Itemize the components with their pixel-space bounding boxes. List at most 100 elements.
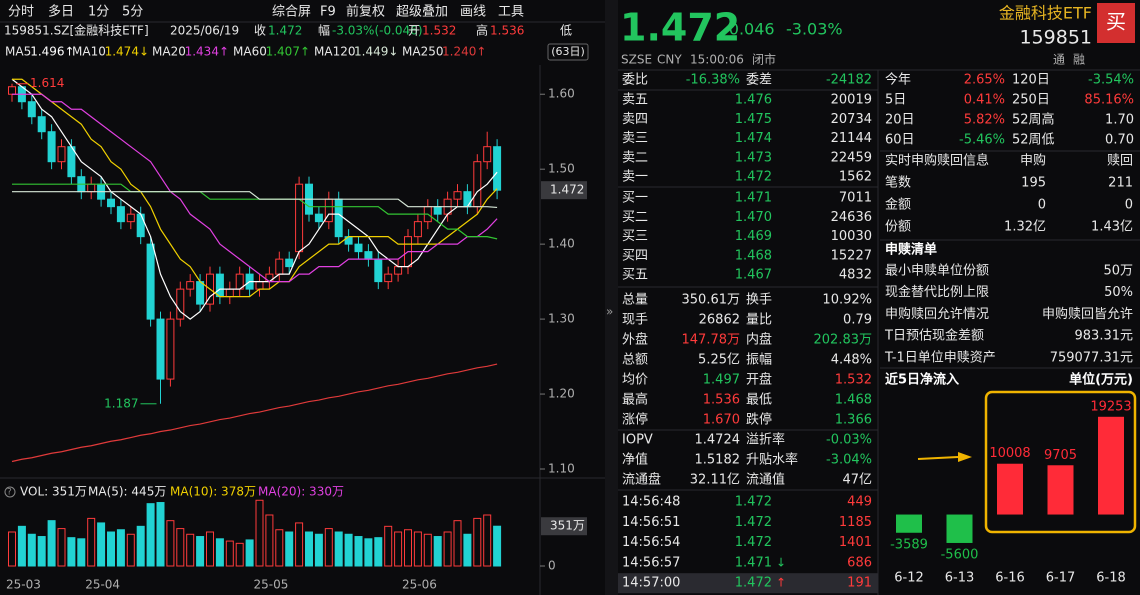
value: 1.536 [490,24,524,38]
buy-label[interactable]: 买 [1106,10,1126,34]
toolbar-item[interactable]: 分时 [8,5,34,20]
candle-body [314,213,323,223]
list-value: 759077.31元 [1050,350,1133,365]
volume-bar [344,533,353,567]
highlight-arrow [917,456,959,460]
list-label: T日预估现金差额 [884,328,984,344]
toolbar-item[interactable]: 画线 [460,5,486,20]
candle-body [334,198,343,238]
volume-bar [364,538,373,567]
volume-bar [8,531,16,567]
volume-bar [423,533,432,567]
help-icon[interactable] [4,486,16,498]
volume-bar [146,503,155,567]
candle-body [166,318,175,380]
time: 15:00:06 [690,53,744,67]
stat-value: 4.48% [831,353,872,368]
toolbar-item[interactable]: 5分 [122,5,143,20]
ask-label: 卖二 [622,150,648,165]
candle-body [126,213,135,223]
divider[interactable] [605,0,618,595]
candle-body [473,161,482,208]
volume-bar [136,525,145,567]
volume-bar [107,531,115,567]
volume-bar [156,502,165,567]
volume-bar [87,517,96,567]
change-pct: -3.03% [786,20,843,39]
ask-label: 卖三 [622,131,648,146]
stat-label: 最高 [622,392,648,408]
candle-body [87,183,96,193]
toolbar-item[interactable]: 1分 [88,5,109,20]
ask-volume: 22459 [831,150,872,165]
ma-line [12,191,498,209]
toolbar-item[interactable]: F9 [320,5,336,20]
candle-body [493,146,502,191]
currency: CNY [657,53,682,67]
iopv-label: IOPV [622,433,653,448]
toolbar-item[interactable]: 超级叠加 [396,5,448,20]
stat-value: 10.92% [822,293,872,308]
candle-body [463,191,472,208]
candle-body [47,131,56,163]
candle-body [186,281,195,290]
value: -24182 [826,73,872,88]
section-title: 申赎清单 [885,242,937,258]
exchange: SZSE [621,53,652,67]
trade-time: 14:56:54 [622,535,680,550]
volume-bar [433,536,442,567]
y-tick-label: 1.50 [548,162,575,176]
x-tick-label: 6-13 [945,571,975,586]
candle-body [483,146,492,163]
candle-body [156,318,165,380]
iopv-value: 32.11亿 [690,473,740,488]
trade-price: 1.472 [735,515,772,530]
perf-label: 250日 [1012,93,1050,108]
perf-label: 52周高 [1012,112,1055,128]
value: -16.38% [686,73,740,88]
toolbar-item[interactable]: 多日 [48,4,74,20]
days-box[interactable] [547,43,589,61]
trade-price: 1.472 [735,576,772,591]
flow-bar [997,463,1023,515]
toolbar-item[interactable]: 前复权 [346,4,385,20]
ma-line [11,78,498,320]
iopv-value: 1.4724 [695,433,741,448]
toolbar-item[interactable]: 综合屏 [272,5,311,20]
sub-value: 0 [1125,198,1133,213]
toolbar-item[interactable]: 工具 [498,5,524,20]
candle-body [275,258,284,275]
volume-bar [305,531,313,567]
flow-label: -3589 [890,537,928,552]
stat-label: 现手 [622,313,648,328]
list-label: 申购赎回允许情况 [885,306,989,322]
collapse-icon[interactable]: » [606,305,613,319]
buy-button[interactable] [1097,3,1135,43]
bid-volume: 7011 [839,191,872,206]
trade-arrow: ↓ [776,555,786,569]
perf-value: 85.16% [1084,93,1134,108]
status: 闭市 [752,52,776,67]
days[interactable]: (63日) [551,45,585,58]
volume-bar [67,537,76,567]
bid-label: 买三 [622,229,648,244]
x-tick-label: 25-06 [402,578,437,592]
bid-volume: 10030 [831,229,872,244]
price-tag-label: 1.472 [550,183,584,197]
candle-body [453,191,462,200]
x-tick-label: 25-04 [85,578,120,592]
tag: 通 [1053,53,1065,67]
stat-value: 1.670 [703,413,740,428]
perf-label: 52周低 [1012,133,1055,148]
legend-name: MA250 [402,45,443,59]
high-label: 1.614 [30,76,64,90]
trade-price: 1.472 [735,535,772,550]
trade-time: 14:56:48 [622,495,680,510]
candle-body [384,273,393,283]
stat-value: 26862 [699,313,740,328]
perf-value: 0.70 [1105,133,1134,148]
candle-body [57,146,66,163]
bid-price: 1.469 [735,229,772,244]
stock-code: 159851.SZ[金融科技ETF] [4,23,149,38]
